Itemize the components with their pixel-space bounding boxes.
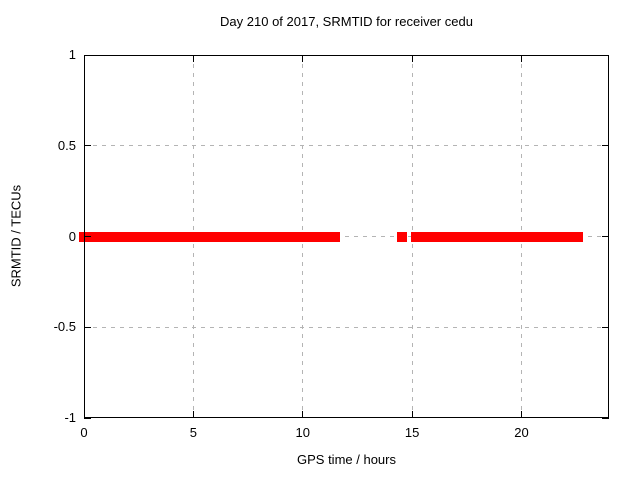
y-tick — [84, 145, 91, 147]
y-gridline — [84, 145, 609, 147]
x-tick — [411, 55, 413, 62]
plot-border-top — [84, 55, 609, 56]
x-tick — [521, 411, 522, 418]
data-segment — [411, 231, 583, 242]
y-tick — [84, 417, 91, 419]
x-tick — [192, 411, 194, 418]
y-tick — [84, 326, 91, 328]
plot-border-left — [84, 55, 85, 418]
x-tick-label: 20 — [514, 425, 529, 440]
y-tick — [602, 417, 609, 419]
plot-area — [79, 54, 609, 419]
y-tick-label: -1 — [64, 410, 76, 425]
y-tick — [602, 236, 609, 237]
x-tick-label: 5 — [189, 425, 197, 440]
y-gridline — [84, 326, 609, 328]
y-tick-label: 0 — [68, 228, 76, 244]
data-segment — [396, 231, 407, 242]
y-tick-label: 0.5 — [57, 137, 76, 153]
x-tick-label: 15 — [404, 425, 420, 440]
x-tick-label: 0 — [80, 425, 88, 440]
y-tick — [602, 326, 609, 328]
chart-title: Day 210 of 2017, SRMTID for receiver ced… — [220, 14, 473, 29]
y-tick — [602, 145, 609, 147]
plot-border-right — [608, 55, 609, 418]
x-tick — [192, 55, 194, 62]
x-axis-label: GPS time / hours — [297, 452, 396, 467]
x-tick — [521, 55, 522, 62]
y-tick-label: 1 — [68, 47, 76, 62]
plot-border-bottom — [84, 417, 609, 418]
x-tick — [302, 411, 304, 418]
x-tick — [411, 411, 413, 418]
y-tick — [84, 236, 91, 237]
data-segment — [79, 231, 340, 242]
x-tick — [302, 55, 304, 62]
y-tick-label: -0.5 — [53, 319, 76, 335]
x-tick-label: 10 — [295, 425, 310, 440]
y-gridline — [84, 236, 609, 237]
